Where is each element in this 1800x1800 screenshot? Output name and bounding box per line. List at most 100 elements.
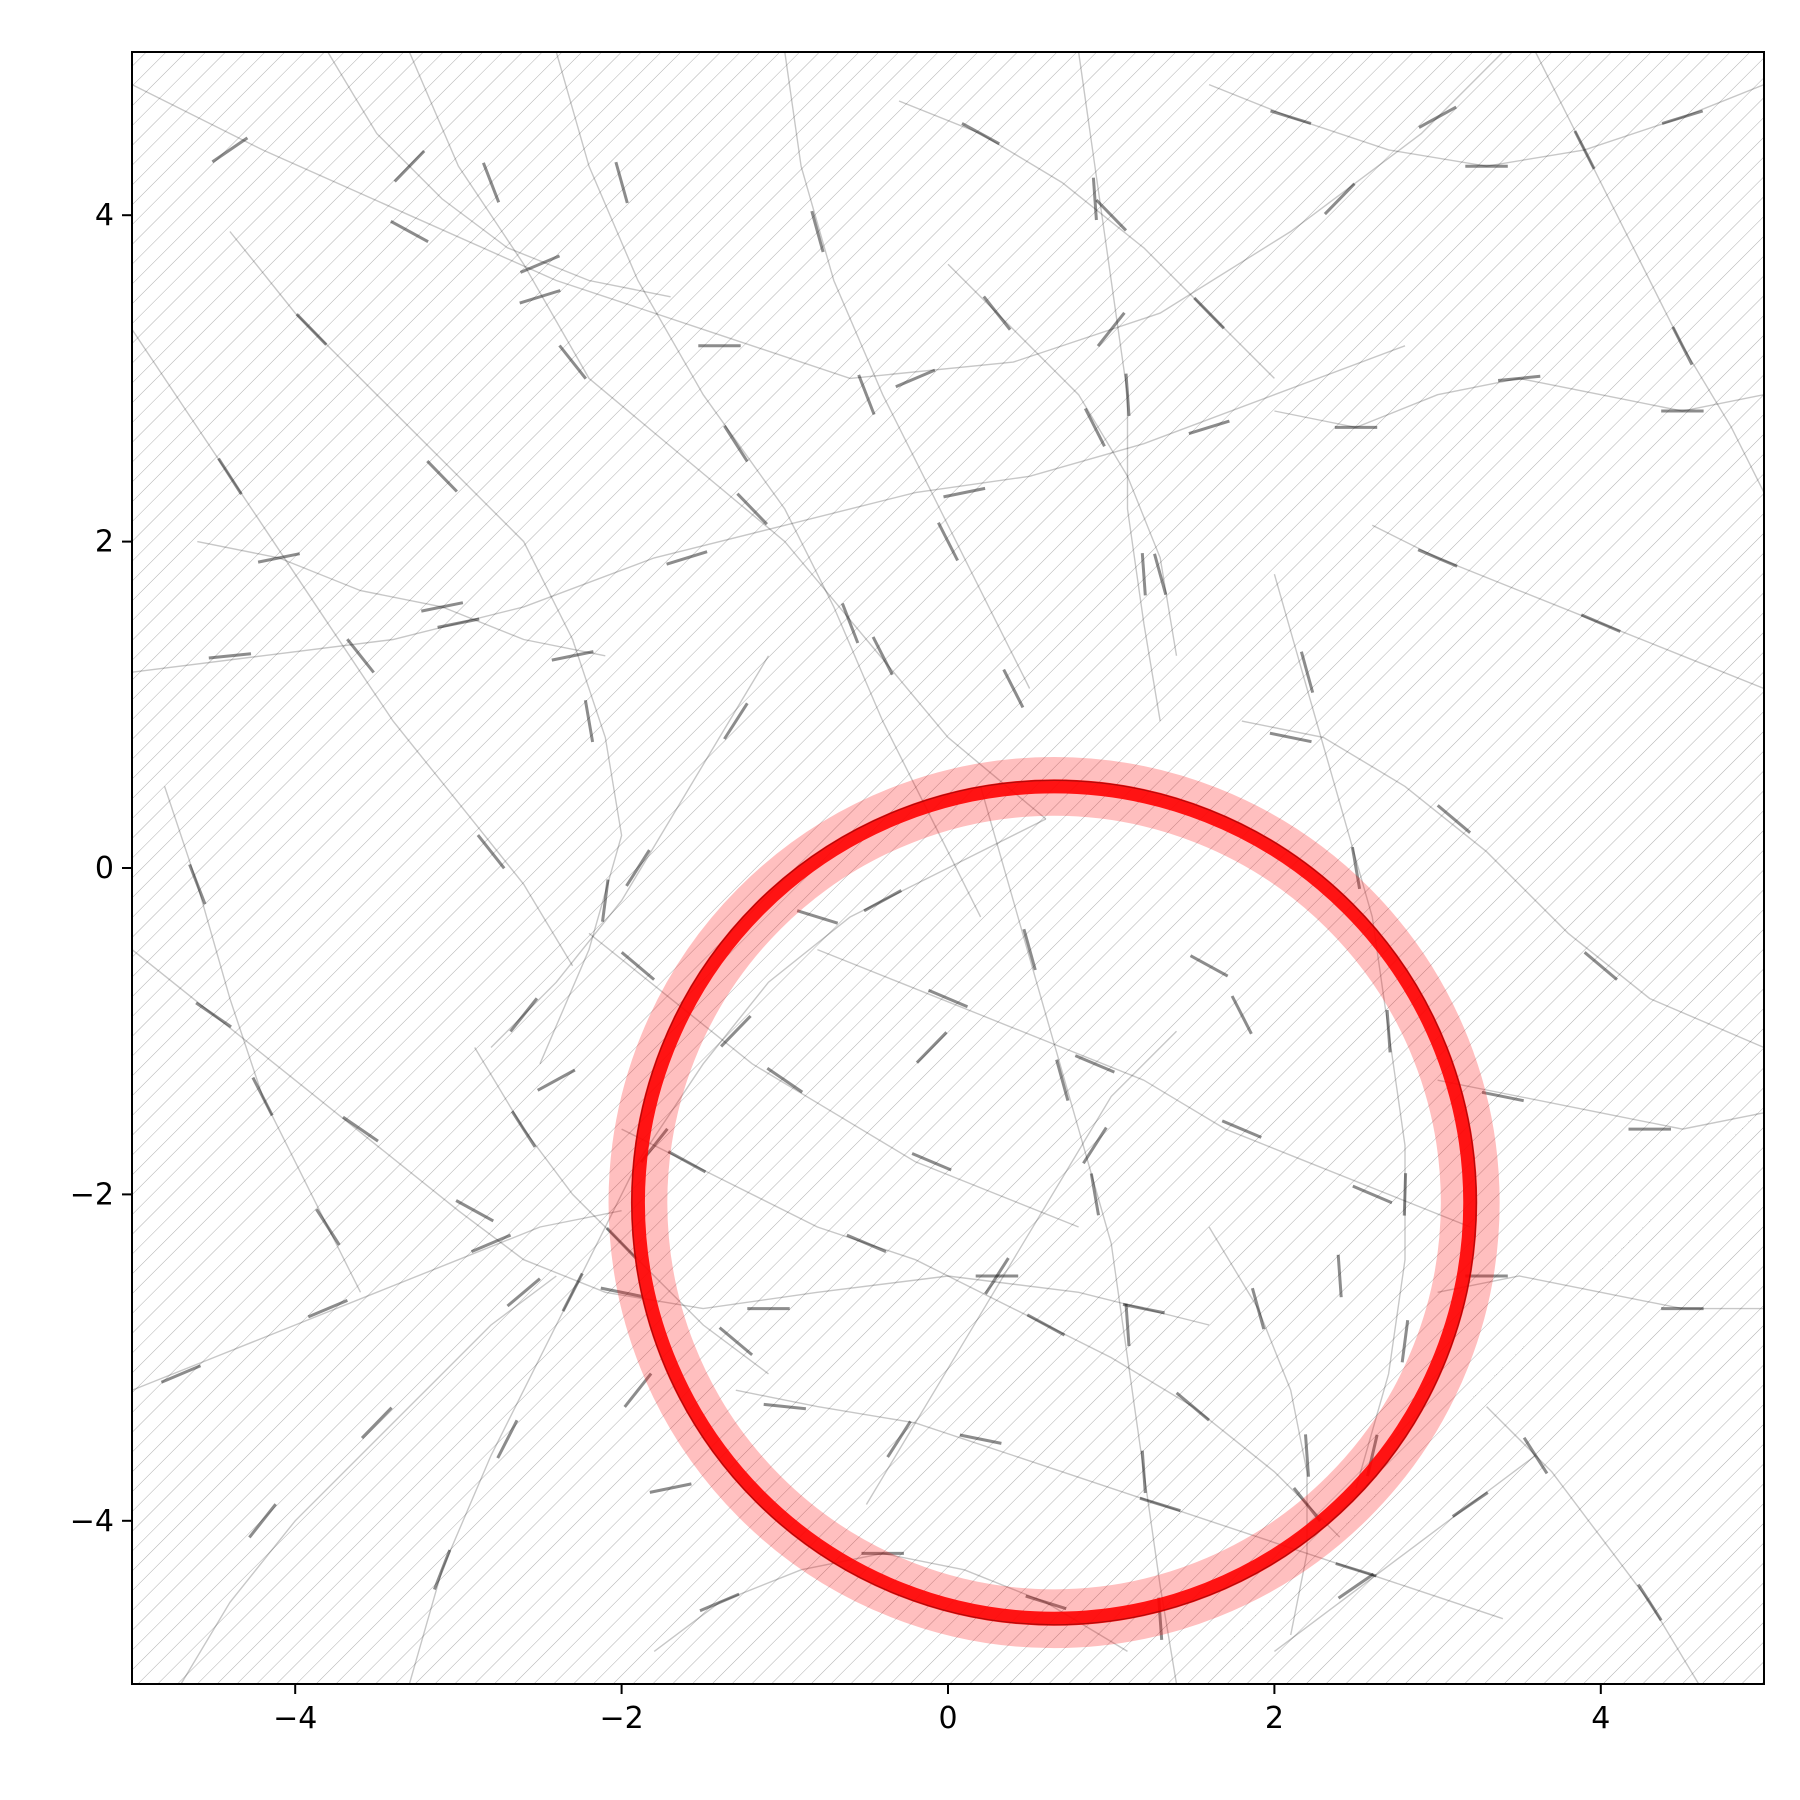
segment-56 <box>1299 651 1315 693</box>
fiber-3 <box>555 52 982 918</box>
segment-31 <box>433 1549 452 1591</box>
segment-68 <box>1140 552 1147 596</box>
x-tick-label: 4 <box>1591 1701 1610 1736</box>
segment-136 <box>623 1372 653 1408</box>
fiber-0 <box>132 52 1504 380</box>
segment-62 <box>810 210 825 253</box>
plot-area-hatch <box>132 52 1764 1684</box>
segment-127 <box>1153 553 1168 596</box>
segment-4 <box>895 368 936 389</box>
segment-94 <box>1661 109 1704 125</box>
segment-80 <box>1025 1594 1067 1611</box>
segment-25 <box>342 1115 379 1143</box>
fiber-4 <box>229 231 623 1065</box>
segment-83 <box>1583 951 1618 981</box>
fiber-18 <box>1241 720 1764 1049</box>
segment-41 <box>667 1150 707 1174</box>
segments-layer <box>160 105 1704 1641</box>
fiber-30 <box>865 1030 1177 1505</box>
segment-103 <box>393 149 426 183</box>
segment-114 <box>1250 1287 1266 1330</box>
segment-128 <box>1451 1491 1489 1518</box>
segment-16 <box>1188 419 1230 436</box>
segment-6 <box>1323 182 1356 216</box>
segment-129 <box>1337 1572 1375 1600</box>
segment-96 <box>1497 374 1541 382</box>
segment-106 <box>1095 198 1128 232</box>
segment-137 <box>536 1068 576 1092</box>
fiber-32 <box>474 1047 769 1375</box>
segment-126 <box>1083 407 1106 447</box>
segment-135 <box>1336 1254 1343 1298</box>
segment-130 <box>796 909 839 925</box>
segment-88 <box>1522 1436 1549 1475</box>
segment-30 <box>1122 1302 1165 1315</box>
segment-123 <box>421 601 464 613</box>
fiber-25 <box>1371 524 1764 690</box>
segment-58 <box>1385 1009 1392 1053</box>
segment-51 <box>1055 1059 1070 1101</box>
circle-inner-line <box>631 779 1477 1626</box>
segment-110 <box>911 1152 952 1172</box>
segment-24 <box>195 1001 232 1029</box>
x-tick-label: 2 <box>1265 1701 1284 1736</box>
segment-57 <box>1350 846 1362 890</box>
segment-105 <box>961 122 1001 146</box>
y-tick-label: 4 <box>95 198 114 233</box>
segment-101 <box>251 1076 274 1117</box>
fiber-23 <box>1208 83 1764 167</box>
segment-90 <box>1573 130 1596 170</box>
x-axis: −4 −2 0 2 4 <box>273 1684 1610 1736</box>
fibers-layer <box>132 52 1764 1684</box>
fiber-34 <box>197 540 606 657</box>
segment-73 <box>307 1299 348 1319</box>
segment-11 <box>871 636 894 676</box>
y-tick-label: 0 <box>95 851 114 886</box>
segment-50 <box>1022 928 1037 971</box>
segment-66 <box>1091 177 1098 221</box>
segment-7 <box>1418 105 1457 129</box>
segment-0 <box>211 136 249 164</box>
segment-115 <box>1304 1434 1310 1477</box>
segment-15 <box>943 486 986 499</box>
segment-122 <box>257 552 300 564</box>
segment-108 <box>620 951 656 981</box>
segment-117 <box>605 1227 638 1260</box>
segment-64 <box>937 522 959 562</box>
segment-43 <box>1026 1313 1066 1337</box>
segment-124 <box>551 650 594 662</box>
fiber-19 <box>1437 1079 1764 1130</box>
segment-89 <box>1637 1583 1663 1622</box>
segment-1 <box>390 219 429 244</box>
fiber-36 <box>1273 1454 1536 1652</box>
segment-113 <box>1082 1126 1108 1165</box>
segment-27 <box>600 1286 643 1298</box>
fiber-2 <box>132 345 1406 673</box>
fiber-27 <box>327 52 671 298</box>
fiber-8 <box>621 1128 1341 1538</box>
segment-12 <box>208 652 252 660</box>
segment-17 <box>614 161 629 204</box>
segment-98 <box>1417 548 1458 568</box>
fiber-11 <box>1273 574 1406 1489</box>
segment-40 <box>1352 1184 1393 1205</box>
fiber-13 <box>1077 52 1161 722</box>
segment-49 <box>1335 1562 1377 1578</box>
segment-72 <box>160 1364 202 1384</box>
segment-38 <box>1074 1054 1115 1074</box>
segment-52 <box>1089 1173 1100 1216</box>
segment-99 <box>1580 613 1621 633</box>
segment-2 <box>519 289 561 305</box>
segment-111 <box>886 1420 912 1458</box>
fiber-7 <box>817 948 1471 1228</box>
fiber-12 <box>784 52 1031 689</box>
segment-70 <box>346 638 375 674</box>
segment-74 <box>470 1233 512 1253</box>
y-tick-label: 2 <box>95 525 114 560</box>
segment-77 <box>506 1277 541 1308</box>
segment-112 <box>984 1257 1010 1295</box>
fiber-5 <box>132 949 1210 1326</box>
segment-60 <box>1400 1320 1410 1363</box>
segment-65 <box>1002 668 1025 709</box>
segment-67 <box>1124 373 1131 417</box>
